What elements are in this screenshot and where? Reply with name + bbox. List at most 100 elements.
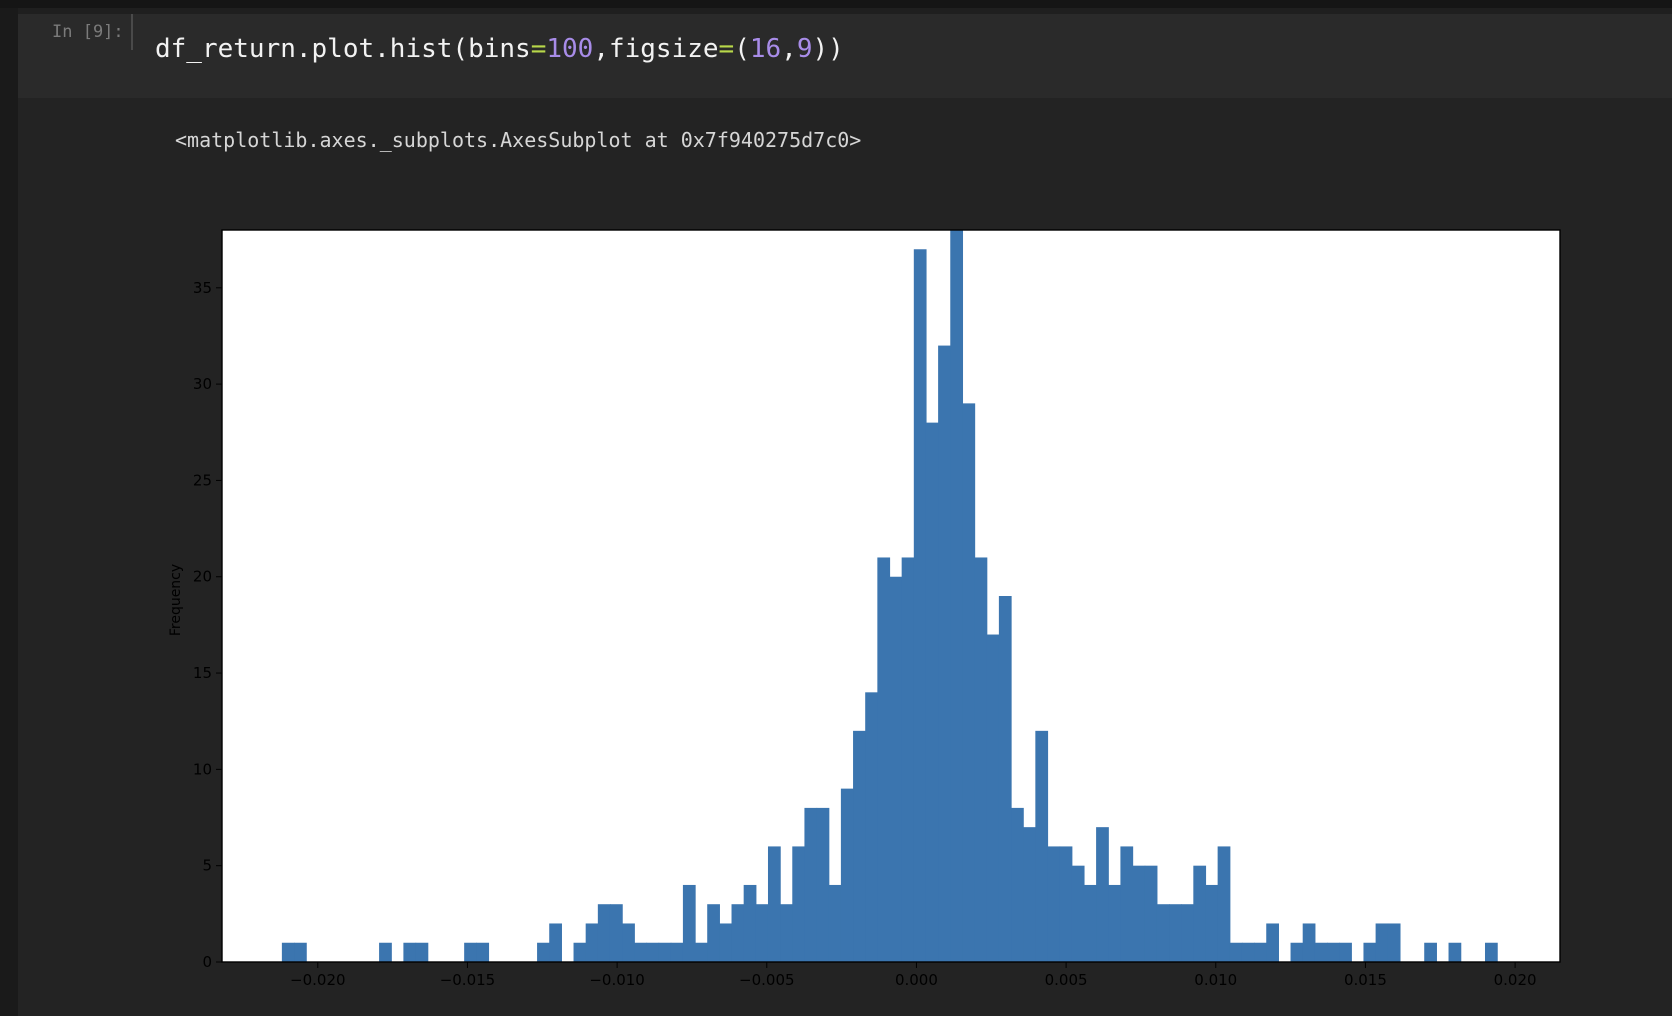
histogram-bar	[658, 942, 672, 962]
histogram-bar	[1169, 904, 1182, 962]
histogram-bar	[281, 942, 295, 962]
output-repr-text: <matplotlib.axes._subplots.AxesSubplot a…	[175, 128, 862, 152]
histogram-bar	[816, 807, 830, 962]
prompt-divider	[131, 14, 133, 50]
histogram-bar	[1424, 942, 1437, 962]
histogram-bar	[1156, 904, 1170, 962]
histogram-bar	[1327, 942, 1340, 962]
histogram-bar	[707, 904, 720, 962]
histogram-bar	[1290, 942, 1304, 962]
histogram-bar	[549, 923, 562, 962]
histogram-bar	[780, 904, 793, 962]
code-token: df_return.plot.hist(bins	[155, 34, 531, 64]
histogram-bar	[974, 557, 988, 962]
histogram-bar	[913, 249, 927, 962]
histogram-bar	[938, 345, 951, 962]
histogram-bar	[950, 230, 964, 962]
y-tick-label: 0	[202, 953, 212, 971]
histogram-bar	[840, 788, 854, 962]
top-bar	[0, 0, 1672, 8]
histogram-bar	[695, 942, 708, 962]
histogram-bar	[537, 942, 550, 962]
histogram-bar	[1217, 846, 1231, 962]
y-tick-label: 35	[193, 279, 212, 297]
histogram-bar	[1108, 884, 1121, 962]
histogram-bar	[1132, 865, 1146, 962]
histogram-bar	[1083, 884, 1097, 962]
histogram-bar	[1387, 923, 1401, 962]
axes-group: −0.020 −0.015 −0.010 −0.005 0.000 0.005 0.010 0…	[193, 229, 1561, 989]
histogram-bar	[1120, 846, 1134, 962]
y-axis-label: Frequency	[168, 564, 184, 636]
histogram-bar	[1047, 846, 1061, 962]
histogram-bar	[719, 923, 733, 962]
code-line[interactable]: df_return.plot.hist(bins=100,figsize=(16…	[155, 34, 844, 64]
histogram-bar	[294, 942, 307, 962]
histogram-bar	[1448, 942, 1462, 962]
histogram-bar	[865, 692, 878, 962]
histogram-bar	[1375, 923, 1389, 962]
histogram-bar	[901, 557, 915, 962]
histogram-bar	[828, 884, 842, 962]
histogram-bar	[804, 807, 818, 962]
y-tick-label: 20	[193, 568, 212, 586]
code-number: 16	[749, 34, 782, 64]
histogram-bar	[925, 422, 939, 962]
code-number: 100	[546, 34, 594, 64]
y-tick-label: 10	[193, 760, 212, 778]
histogram-bar	[476, 942, 490, 962]
code-operator: =	[718, 34, 735, 64]
histogram-bar	[1241, 942, 1255, 962]
histogram-bar	[1339, 942, 1352, 962]
histogram-bar	[986, 634, 1000, 962]
x-tick-label: −0.020	[290, 971, 346, 989]
histogram-bar	[1314, 942, 1328, 962]
histogram-bar	[573, 942, 587, 962]
histogram-bar	[682, 884, 696, 962]
code-number: 9	[796, 34, 813, 64]
x-tick-label: 0.015	[1344, 971, 1387, 989]
histogram-bar	[379, 942, 392, 962]
histogram-bar	[415, 942, 429, 962]
x-tick-label: 0.010	[1194, 971, 1237, 989]
histogram-bar	[1254, 942, 1267, 962]
histogram-bar	[1071, 865, 1085, 962]
histogram-bar	[1181, 904, 1194, 962]
x-tick-label: −0.005	[739, 971, 795, 989]
x-tick-label: −0.015	[440, 971, 496, 989]
histogram-bar	[1302, 923, 1316, 962]
histogram-bar	[609, 904, 623, 962]
histogram-bar	[622, 923, 635, 962]
histogram-bar	[646, 942, 660, 962]
histogram-bar	[889, 576, 903, 962]
histogram-bar	[1035, 730, 1049, 962]
histogram-bar	[1059, 846, 1073, 962]
x-tick-label: −0.010	[589, 971, 645, 989]
y-tick-label: 15	[193, 664, 212, 682]
histogram-bar	[1096, 827, 1109, 962]
code-token: ))	[812, 34, 844, 64]
code-token: (	[734, 34, 750, 64]
histogram-chart: −0.020 −0.015 −0.010 −0.005 0.000 0.005 0.010 0…	[168, 229, 1561, 989]
histogram-bar	[853, 730, 866, 962]
histogram-bar	[1144, 865, 1158, 962]
histogram-bar	[585, 923, 599, 962]
code-cell-input[interactable]	[18, 14, 1672, 98]
plot-frame	[221, 229, 1561, 963]
histogram-bar	[1484, 942, 1498, 962]
histogram-bar	[1011, 807, 1024, 962]
histogram-bar	[597, 904, 611, 962]
code-token: ,figsize	[593, 34, 719, 64]
histogram-bar	[634, 942, 648, 962]
y-tick-label: 5	[202, 857, 212, 875]
histogram-bar	[998, 596, 1012, 962]
histogram-bar	[1229, 942, 1243, 962]
histogram-bar	[877, 557, 891, 962]
histogram-bar	[755, 904, 769, 962]
histogram-bar	[1363, 942, 1377, 962]
x-tick-label: 0.005	[1045, 971, 1088, 989]
bars-group	[281, 230, 1498, 962]
histogram-bar	[1193, 865, 1207, 962]
histogram-bar	[792, 846, 806, 962]
histogram-bar	[1205, 884, 1219, 962]
